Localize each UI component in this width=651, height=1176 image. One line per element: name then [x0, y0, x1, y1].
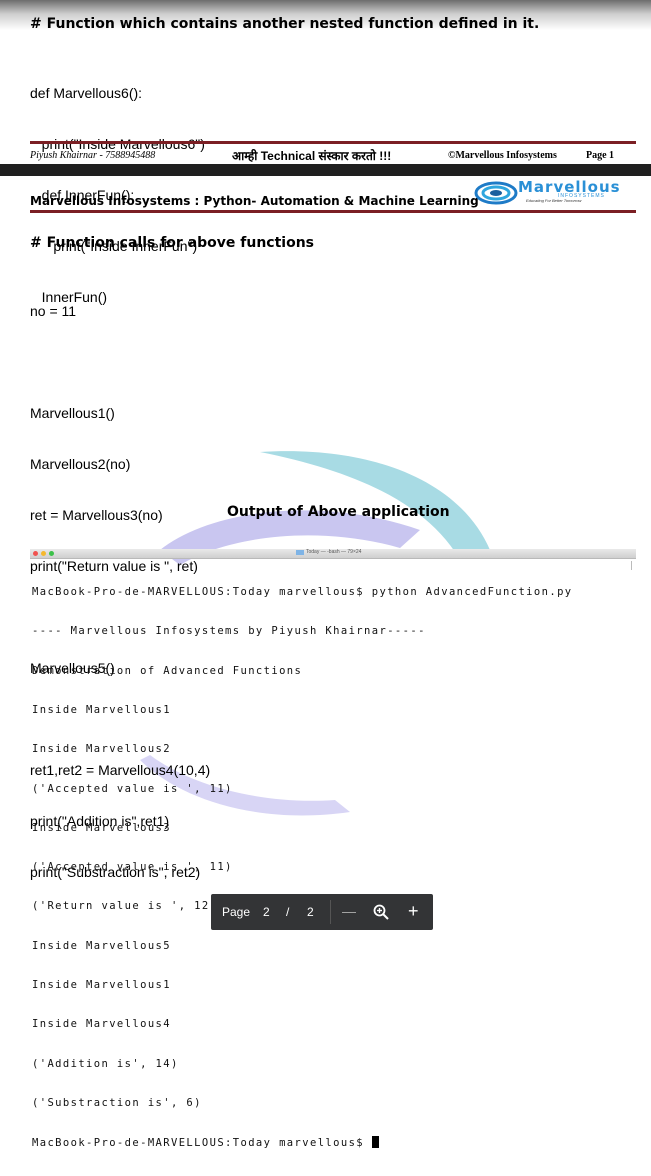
footer-copyright: ©Marvellous Infosystems — [448, 150, 557, 161]
code-line — [30, 354, 210, 371]
pdf-page-toolbar: Page 2 / 2 — + — [211, 894, 433, 930]
close-dot-icon — [33, 551, 38, 556]
nested-function-code: def Marvellous6(): print("Inside Marvell… — [30, 51, 205, 323]
minimize-dot-icon — [41, 551, 46, 556]
footer-tagline: आम्ही Technical संस्कार करतो !!! — [232, 149, 392, 163]
maximize-dot-icon — [49, 551, 54, 556]
page-separator-slash: / — [286, 905, 290, 919]
header-rule — [30, 210, 636, 213]
terminal-scrollbar — [631, 561, 632, 570]
terminal-title-bar: Today — -bash — 79×24 — [30, 549, 636, 559]
terminal-title: Today — -bash — 79×24 — [306, 549, 362, 555]
page-separator — [0, 164, 651, 176]
code-line: print("Inside InnerFun") — [30, 238, 198, 254]
terminal-line: ('Accepted value is ', 11) — [32, 861, 233, 874]
code-line: ret = Marvellous3(no) — [30, 507, 163, 523]
output-heading: Output of Above application — [227, 504, 450, 520]
code-line: no = 11 — [30, 303, 77, 319]
terminal-line: Demonstration of Advanced Functions — [32, 664, 303, 677]
terminal-line: Inside Marvellous1 — [32, 704, 171, 717]
terminal-line: ('Return value is ', 12) — [32, 900, 218, 913]
previous-page-top-shadow — [0, 0, 651, 34]
page-label: Page — [222, 905, 251, 919]
watermark-logo — [140, 451, 490, 816]
terminal-line: ('Addition is', 14) — [32, 1057, 179, 1070]
magnifier-icon[interactable] — [373, 904, 389, 920]
code-line: print("Substraction is", ret2) — [30, 864, 201, 880]
code-line: Marvellous5() — [30, 660, 115, 676]
logo-subtitle: INFOSYSTEMS — [558, 193, 605, 199]
code-line: def Marvellous6(): — [30, 85, 143, 101]
footer-rule — [30, 141, 636, 144]
logo-tagline: Educating For Better Tomorrow — [526, 198, 582, 203]
terminal-line: ('Accepted value is ', 11) — [32, 782, 233, 795]
code-line: Marvellous1() — [30, 405, 115, 421]
terminal-line: Inside Marvellous4 — [32, 1018, 171, 1031]
terminal-line: Inside Marvellous5 — [32, 939, 171, 952]
nested-function-heading: # Function which contains another nested… — [30, 16, 540, 32]
toolbar-divider — [330, 900, 331, 924]
terminal-prompt-line: MacBook-Pro-de-MARVELLOUS:Today marvello… — [32, 1136, 573, 1150]
code-line: def InnerFun(): — [30, 187, 135, 203]
footer-author: Piyush Khairnar - 7588945488 — [30, 150, 156, 161]
folder-icon — [296, 550, 304, 555]
terminal-output: MacBook-Pro-de-MARVELLOUS:Today marvello… — [32, 560, 573, 1176]
terminal-line: ---- Marvellous Infosystems by Piyush Kh… — [32, 625, 426, 638]
function-calls-code: no = 11 Marvellous1() Marvellous2(no) re… — [30, 269, 210, 898]
terminal-line: Inside Marvellous2 — [32, 743, 171, 756]
terminal-line: ('Substraction is', 6) — [32, 1096, 202, 1109]
terminal-line: MacBook-Pro-de-MARVELLOUS:Today marvello… — [32, 586, 573, 599]
code-line: ret1,ret2 = Marvellous4(10,4) — [30, 762, 211, 778]
terminal-cursor — [371, 1136, 379, 1149]
zoom-in-button[interactable]: + — [408, 901, 419, 921]
page-header-title: Marvellous Infosystems : Python- Automat… — [30, 194, 479, 208]
marvellous-logo: Marvellous INFOSYSTEMS Educating For Bet… — [474, 178, 634, 208]
footer-page-number: Page 1 — [586, 150, 615, 161]
terminal-screenshot: Today — -bash — 79×24 MacBook-Pro-de-MAR… — [30, 549, 636, 1149]
function-calls-heading: # Function calls for above functions — [30, 235, 315, 251]
code-line: InnerFun() — [30, 289, 108, 305]
code-line: Marvellous2(no) — [30, 456, 131, 472]
code-line: print("Return value is ", ret) — [30, 558, 198, 574]
logo-wordmark: Marvellous — [518, 178, 621, 196]
code-line: print("Inside Marvellous6") — [30, 136, 205, 152]
terminal-line: Inside Marvellous3 — [32, 821, 171, 834]
code-line: print("Addition is",ret1) — [30, 813, 170, 829]
zoom-out-button[interactable]: — — [342, 903, 356, 919]
logo-swirl-icon — [474, 181, 518, 205]
terminal-prompt: MacBook-Pro-de-MARVELLOUS:Today marvello… — [32, 1137, 372, 1150]
terminal-line: Inside Marvellous1 — [32, 979, 171, 991]
current-page-input[interactable]: 2 — [263, 905, 270, 919]
total-pages: 2 — [307, 905, 314, 919]
